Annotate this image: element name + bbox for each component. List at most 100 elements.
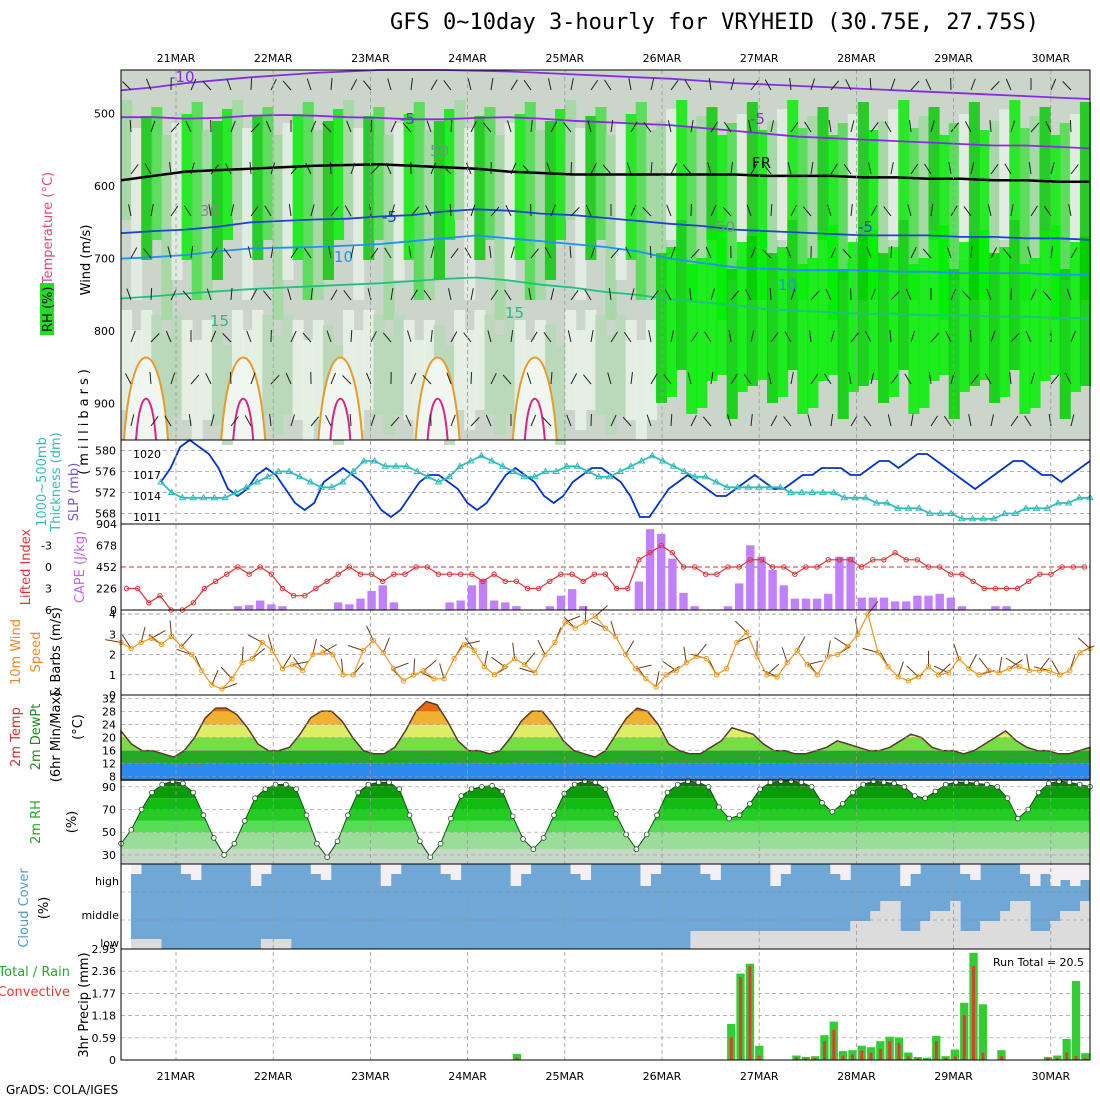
wind-barb [790,288,796,301]
rh-shade-cell [645,130,657,300]
rh-point [417,838,423,845]
surface-barb [176,648,192,655]
contour-label-2: -5 [750,110,765,128]
wind-point [310,651,316,658]
cloud-low-gap [840,931,851,949]
rh-shade-cell [827,225,839,375]
thickness-point [349,467,358,474]
wind-barb [290,164,300,175]
li-point [714,571,720,577]
wind-barb [306,78,312,91]
rh-point [654,812,660,818]
rh-point [169,778,176,784]
wind-point [956,655,962,662]
thickness-point [466,457,475,464]
li-point [859,564,865,570]
wind-barb [1070,247,1078,259]
pressure-tick: 800 [94,325,115,338]
li-point [513,578,520,584]
isotherm-line-0 [120,69,1091,100]
wind-barb [863,416,872,427]
chart-title: GFS 0~10day 3-hourly for VRYHEID (30.75E… [390,10,1040,35]
wind-point [814,672,821,678]
wind-barb [569,245,572,259]
wind-barb [270,78,277,91]
wind-barb [370,247,379,259]
wind-barb [285,372,292,385]
rh-shade-cell [978,130,991,300]
wind-barb [310,288,313,301]
thickness-tick: 580 [95,445,116,458]
li-point [302,593,308,599]
date-bottom-25MAR: 25MAR [545,1070,584,1083]
rh-shade-cell [1029,116,1041,260]
wind-barb [750,246,756,259]
rh-shade-cell [1079,102,1091,300]
thickness-point [381,462,390,469]
cloud-low-gap [700,931,711,949]
wind-barb [622,416,632,427]
rh-point [984,781,990,788]
li-point [357,571,364,577]
rh-shade-cell [484,315,496,415]
wind-point [471,647,477,654]
ylabel-temperature: Temperature (°C) [41,172,56,285]
wind-barb [329,161,332,175]
rh-shade-cell [373,315,385,415]
ylabel-barbs: & Barbs (m/s) [49,607,64,697]
thickness-point [231,488,240,495]
thickness-point [712,478,721,485]
convective-bar [795,1057,798,1060]
rh-tick: 30 [102,849,116,862]
cape-bar [668,558,677,610]
wind-barb [750,163,758,175]
wind-barb [650,373,658,385]
wind-point [411,672,417,678]
cloud-low-gap [1010,901,1021,949]
wind-barb [630,372,633,385]
thickness-point [680,467,689,474]
wind-barb [146,78,152,91]
rh-shade-cell [958,114,970,260]
wind-point [855,631,861,637]
wind-barb [530,248,539,259]
wind-barb [430,330,433,343]
wind-barb [987,204,992,217]
li-point [469,571,475,577]
cloud-gap [710,864,721,880]
li-point [602,571,609,577]
rh-shade-cell [332,109,345,240]
wind-barb [670,413,673,427]
rh-point [437,840,444,847]
rh-shade-cell [524,102,536,300]
li-point [870,557,876,563]
rh-point [623,831,629,838]
cloud-gap [970,864,981,880]
wind-barb [730,373,738,385]
li-point [669,550,675,556]
convective-bar [841,1055,845,1060]
thickness-point [648,451,657,459]
wind-barb [150,416,159,427]
wind-barb [830,163,838,175]
rh-shade-cell [736,242,748,392]
wind-barb [910,80,920,91]
rh-point [685,778,691,784]
convective-bar [981,1052,985,1060]
wind-barb [587,120,592,133]
rh-shade-cell [181,114,193,260]
wind-point [542,651,548,658]
precip-tick: 0 [109,1054,116,1067]
wind-barb [507,120,512,133]
rh-point [272,781,279,788]
wind-barb [150,120,156,133]
thickness-point [370,457,379,464]
li-point [1026,578,1032,584]
cloud-low-gap [280,939,292,949]
temp-tick: 20 [102,732,116,745]
wind-barb [544,247,552,259]
thickness-point [434,478,443,485]
cloud-low-gap [131,939,142,949]
wind-barb [610,414,617,427]
wind-barb [684,79,692,91]
